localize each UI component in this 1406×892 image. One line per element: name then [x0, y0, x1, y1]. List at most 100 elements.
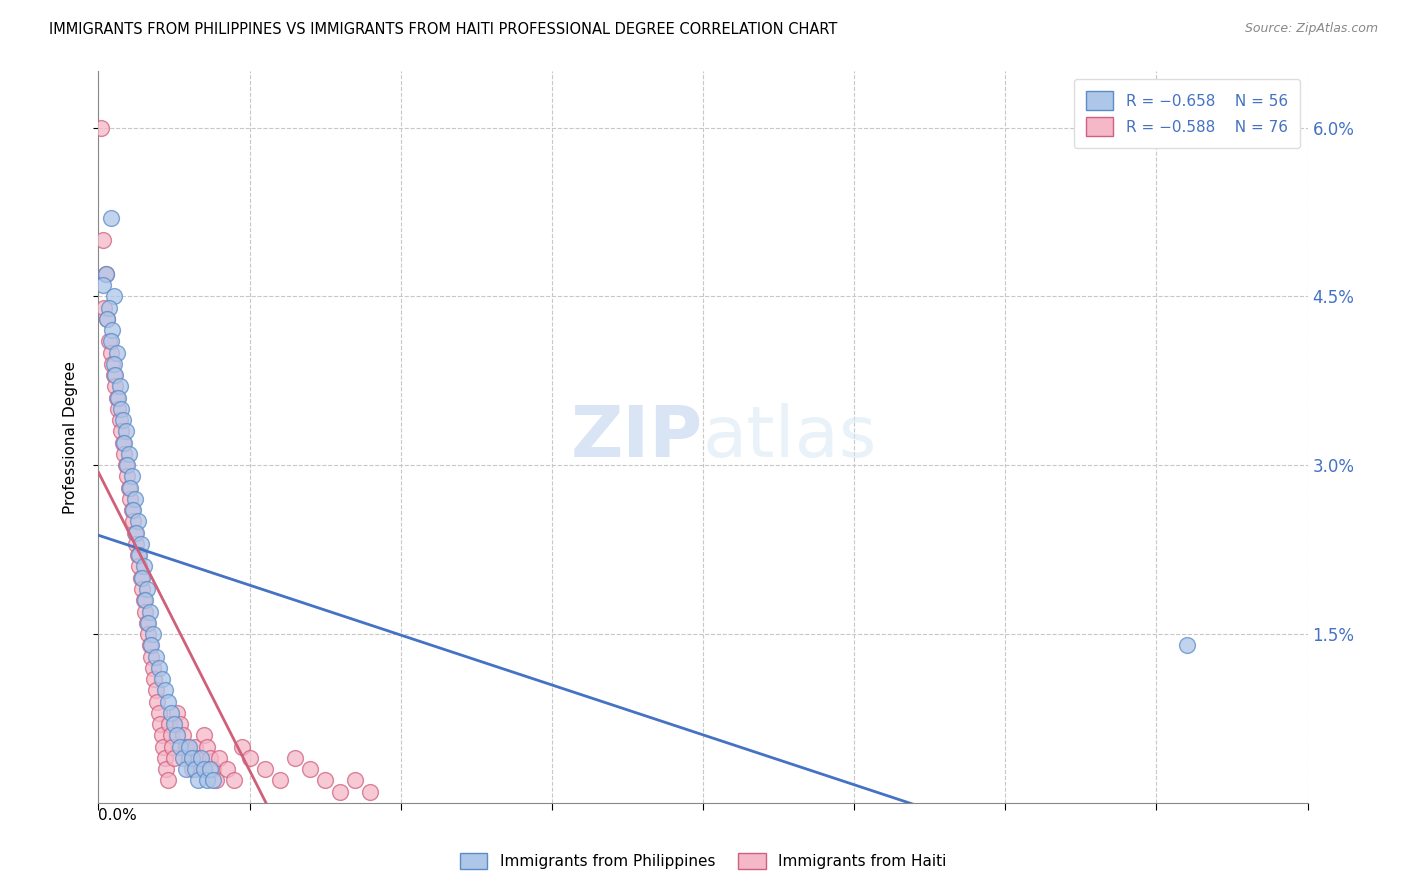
Point — [146, 694, 169, 708]
Point — [253, 762, 276, 776]
Point — [100, 334, 122, 349]
Point — [269, 773, 291, 788]
Point — [224, 773, 246, 788]
Point — [200, 762, 222, 776]
Point — [104, 379, 127, 393]
Point — [94, 267, 117, 281]
Point — [125, 525, 148, 540]
Point — [127, 515, 149, 529]
Point — [103, 289, 125, 303]
Point — [329, 784, 352, 798]
Point — [187, 773, 209, 788]
Point — [93, 301, 115, 315]
Point — [131, 582, 153, 596]
Point — [179, 751, 201, 765]
Point — [231, 739, 253, 754]
Point — [314, 773, 336, 788]
Point — [190, 762, 212, 776]
Point — [91, 278, 114, 293]
Point — [1175, 638, 1198, 652]
Point — [174, 762, 197, 776]
Point — [129, 571, 152, 585]
Point — [100, 345, 122, 359]
Point — [127, 548, 149, 562]
Point — [153, 683, 176, 698]
Point — [120, 481, 142, 495]
Point — [111, 435, 134, 450]
Point — [193, 762, 215, 776]
Point — [202, 762, 225, 776]
Point — [115, 458, 138, 473]
Point — [190, 751, 212, 765]
Point — [98, 334, 121, 349]
Point — [121, 469, 143, 483]
Point — [103, 357, 125, 371]
Point — [96, 312, 118, 326]
Point — [108, 379, 131, 393]
Text: Source: ZipAtlas.com: Source: ZipAtlas.com — [1244, 22, 1378, 36]
Point — [90, 120, 112, 135]
Point — [172, 751, 194, 765]
Point — [145, 683, 167, 698]
Point — [239, 751, 262, 765]
Point — [184, 739, 207, 754]
Point — [107, 391, 129, 405]
Point — [150, 728, 173, 742]
Point — [195, 739, 218, 754]
Point — [184, 762, 207, 776]
Point — [139, 605, 162, 619]
Point — [103, 368, 125, 383]
Point — [215, 762, 238, 776]
Legend: R = −0.658    N = 56, R = −0.588    N = 76: R = −0.658 N = 56, R = −0.588 N = 76 — [1074, 79, 1301, 148]
Point — [104, 368, 127, 383]
Point — [122, 515, 145, 529]
Legend: Immigrants from Philippines, Immigrants from Haiti: Immigrants from Philippines, Immigrants … — [454, 847, 952, 875]
Point — [299, 762, 322, 776]
Y-axis label: Professional Degree: Professional Degree — [63, 360, 77, 514]
Point — [101, 323, 124, 337]
Point — [205, 773, 228, 788]
Point — [156, 773, 179, 788]
Point — [107, 401, 129, 416]
Point — [166, 706, 188, 720]
Point — [120, 491, 142, 506]
Point — [202, 773, 225, 788]
Point — [169, 739, 191, 754]
Point — [115, 469, 138, 483]
Point — [155, 762, 177, 776]
Point — [121, 503, 143, 517]
Point — [91, 233, 114, 247]
Point — [160, 728, 183, 742]
Point — [135, 615, 157, 630]
Point — [111, 413, 134, 427]
Point — [105, 345, 128, 359]
Point — [134, 605, 156, 619]
Point — [200, 751, 222, 765]
Point — [162, 739, 184, 754]
Point — [128, 559, 150, 574]
Point — [150, 672, 173, 686]
Point — [114, 458, 136, 473]
Point — [131, 571, 153, 585]
Point — [142, 661, 165, 675]
Point — [172, 728, 194, 742]
Point — [101, 357, 124, 371]
Point — [100, 211, 122, 225]
Point — [163, 751, 186, 765]
Point — [132, 559, 155, 574]
Point — [132, 593, 155, 607]
Point — [148, 661, 170, 675]
Point — [159, 717, 181, 731]
Text: 0.0%: 0.0% — [98, 808, 138, 823]
Point — [193, 728, 215, 742]
Point — [181, 751, 204, 765]
Point — [129, 537, 152, 551]
Point — [208, 751, 231, 765]
Point — [135, 582, 157, 596]
Text: atlas: atlas — [703, 402, 877, 472]
Point — [152, 739, 174, 754]
Point — [122, 503, 145, 517]
Point — [118, 447, 141, 461]
Point — [124, 491, 146, 506]
Point — [181, 762, 204, 776]
